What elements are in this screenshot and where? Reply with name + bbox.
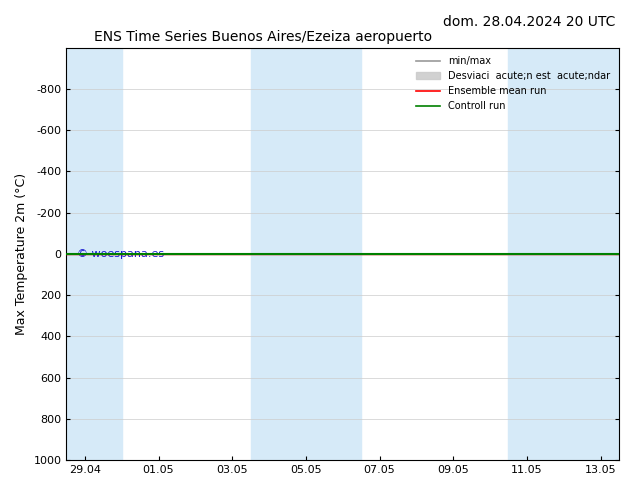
Text: dom. 28.04.2024 20 UTC: dom. 28.04.2024 20 UTC — [443, 15, 615, 29]
Bar — [306, 48, 361, 460]
Text: ENS Time Series Buenos Aires/Ezeiza aeropuerto: ENS Time Series Buenos Aires/Ezeiza aero… — [94, 30, 432, 44]
Bar — [250, 48, 306, 460]
Text: © woespana.es: © woespana.es — [77, 249, 165, 259]
Bar — [67, 48, 122, 460]
Y-axis label: Max Temperature 2m (°C): Max Temperature 2m (°C) — [15, 173, 28, 335]
Bar — [508, 48, 527, 460]
Legend: min/max, Desviaci  acute;n est  acute;ndar, Ensemble mean run, Controll run: min/max, Desviaci acute;n est acute;ndar… — [412, 52, 614, 115]
Bar — [527, 48, 619, 460]
